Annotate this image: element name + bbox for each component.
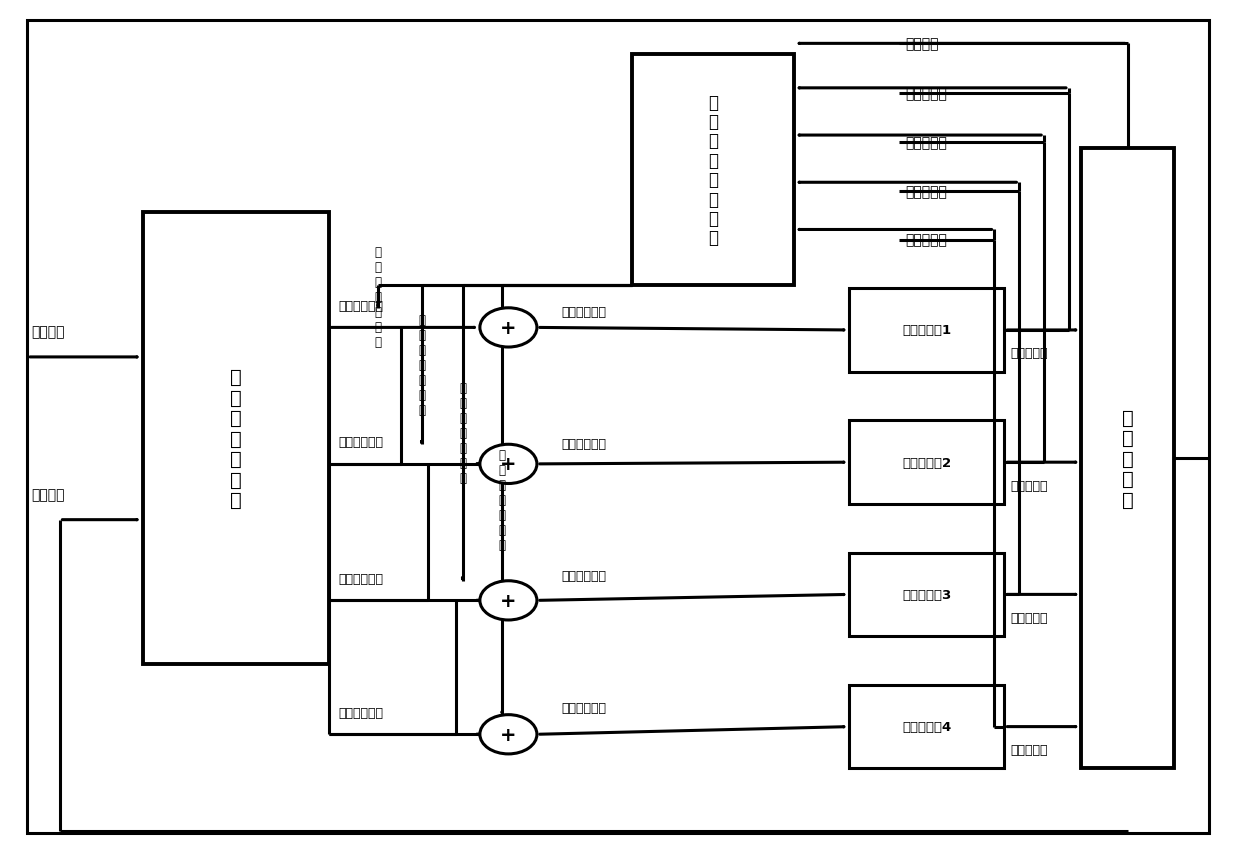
Text: 电
机
扭
矩
协
调
量: 电 机 扭 矩 协 调 量 — [418, 314, 425, 417]
Text: 电
机
扭
矩
协
调
量: 电 机 扭 矩 协 调 量 — [459, 382, 466, 485]
Text: +: + — [500, 591, 517, 610]
Text: 小齿轮转速: 小齿轮转速 — [905, 233, 947, 247]
Text: 电机输入扭矩: 电机输入扭矩 — [562, 569, 606, 583]
Text: 期望转速: 期望转速 — [31, 325, 64, 339]
Circle shape — [480, 715, 537, 754]
Bar — [849, 553, 1004, 636]
Text: 驱动轴扭矩: 驱动轴扭矩 — [1011, 611, 1048, 625]
Text: 电机输入扭矩: 电机输入扭矩 — [562, 305, 606, 319]
Text: 小齿轮转速: 小齿轮转速 — [905, 136, 947, 150]
Text: 小齿轮转速: 小齿轮转速 — [905, 185, 947, 199]
Text: 电机基础扭矩: 电机基础扭矩 — [339, 572, 383, 585]
Text: 驱动子系统1: 驱动子系统1 — [903, 324, 951, 337]
Text: 电
机
扭
矩
协
调
量: 电 机 扭 矩 协 调 量 — [374, 245, 382, 348]
Text: 驱动子系统2: 驱动子系统2 — [903, 456, 951, 469]
Text: 驱动轴扭矩: 驱动轴扭矩 — [1011, 479, 1048, 492]
Text: 电
机
扭
矩
协
调
量: 电 机 扭 矩 协 调 量 — [498, 449, 506, 551]
Text: 驱动子系统3: 驱动子系统3 — [903, 588, 951, 602]
Text: 刀盘转速: 刀盘转速 — [31, 487, 64, 502]
Text: 刀盘转速: 刀盘转速 — [905, 37, 939, 51]
Bar — [632, 55, 794, 285]
Circle shape — [480, 445, 537, 484]
Text: 驱动轴扭矩: 驱动轴扭矩 — [1011, 347, 1048, 360]
Text: 驱
动
轴
扭
矩
协
调
层: 驱 动 轴 扭 矩 协 调 层 — [708, 94, 718, 247]
Text: 刀
盘
大
齿
圈: 刀 盘 大 齿 圈 — [1122, 408, 1133, 509]
Circle shape — [480, 308, 537, 348]
Bar — [849, 289, 1004, 372]
Text: 电机基础扭矩: 电机基础扭矩 — [339, 299, 383, 313]
Bar — [1081, 149, 1174, 769]
Bar — [143, 213, 329, 665]
Text: 刀
盘
转
速
控
制
层: 刀 盘 转 速 控 制 层 — [229, 368, 242, 509]
Circle shape — [480, 581, 537, 620]
Text: 电机基础扭矩: 电机基础扭矩 — [339, 705, 383, 719]
Text: 小齿轮转速: 小齿轮转速 — [905, 87, 947, 101]
Bar — [849, 685, 1004, 769]
Bar — [849, 421, 1004, 504]
Text: +: + — [500, 455, 517, 474]
Text: 电机输入扭矩: 电机输入扭矩 — [562, 701, 606, 715]
Text: +: + — [500, 319, 517, 337]
Text: +: + — [500, 725, 517, 744]
Text: 电机基础扭矩: 电机基础扭矩 — [339, 435, 383, 449]
Text: 驱动子系统4: 驱动子系统4 — [903, 720, 951, 734]
Text: 驱动轴扭矩: 驱动轴扭矩 — [1011, 743, 1048, 757]
Text: 电机输入扭矩: 电机输入扭矩 — [562, 437, 606, 451]
